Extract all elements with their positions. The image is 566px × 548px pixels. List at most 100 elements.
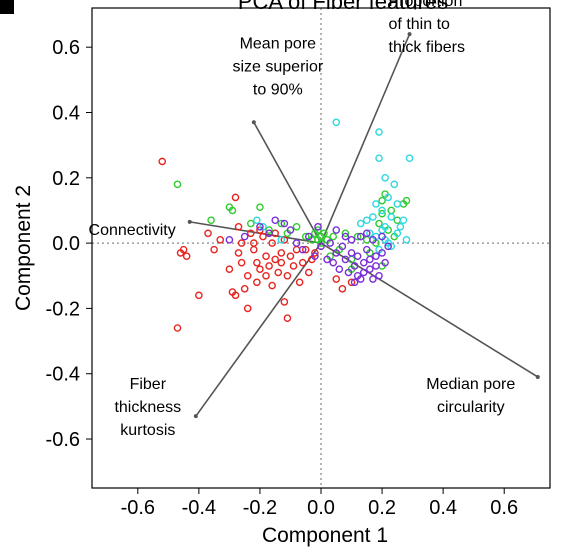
data-point [240,232,249,241]
x-tick-label: 0.6 [490,497,518,519]
data-point [405,154,414,163]
data-point [362,229,371,238]
data-point [323,255,331,264]
data-point [277,219,286,228]
data-point [271,255,280,264]
data-point [283,271,292,280]
data-point [304,232,313,241]
data-point [369,236,377,244]
data-point [292,239,301,247]
data-point [204,229,212,238]
loading-label: Median pore [426,376,515,393]
data-point [369,213,377,221]
data-point [250,239,258,247]
data-point [347,236,356,244]
x-tick-label: -0.4 [182,497,216,519]
data-point [378,249,386,257]
data-point [256,203,264,211]
data-point [341,255,350,264]
x-axis-title: Component 1 [262,524,388,547]
data-point [225,236,234,244]
y-tick-label: -0.4 [46,364,80,386]
data-point [259,232,267,241]
data-point [372,252,380,260]
data-point [286,252,295,260]
data-point [237,258,246,267]
data-point [240,285,249,293]
data-point [329,258,338,267]
data-point [182,252,191,260]
loading-label: Fiber [130,376,167,393]
loading-label: Mean pore [240,35,317,52]
data-point [356,275,365,283]
data-point [375,154,383,163]
data-point [356,219,365,228]
data-point [378,232,386,241]
data-point [277,258,286,267]
loading-label: size superior [232,58,323,75]
x-tick-label: -0.6 [121,497,155,519]
data-point [353,252,362,260]
data-point [317,239,325,247]
data-point [314,226,322,234]
loading-endpoint [187,219,192,224]
data-point [256,222,264,231]
data-point [274,268,283,277]
data-point [347,249,356,257]
y-tick-label: -0.6 [46,429,80,451]
data-point [243,304,252,313]
loading-vector [189,221,322,244]
chart-title: PCA of Fiber features [238,0,448,14]
loading-label: Connectivity [89,222,176,239]
data-point [280,298,289,306]
data-point [378,209,386,218]
data-point [158,157,167,166]
y-tick-label: 0.4 [52,102,80,124]
x-tick-label: -0.2 [243,497,277,519]
data-point [268,281,276,290]
data-point [356,232,365,241]
data-point [378,196,386,205]
data-point [353,232,362,241]
data-point [381,222,389,231]
data-point [262,271,270,280]
data-point [246,229,255,238]
data-point [304,268,313,277]
data-point [231,291,240,300]
data-point [381,173,389,182]
data-point [332,118,341,127]
data-point [326,239,334,247]
data-point [329,232,338,241]
data-point [289,262,298,270]
data-point [271,216,280,225]
data-point [292,245,301,254]
data-point [369,275,377,283]
data-point [231,193,240,202]
corner-mark [0,0,14,14]
data-point [372,200,380,208]
loading-vector [253,121,322,244]
data-point [250,245,258,254]
loading-endpoint [407,32,412,37]
data-point [259,222,267,231]
data-point [372,262,380,270]
data-point [262,252,270,260]
data-point [298,258,307,267]
data-point [332,249,341,257]
data-point [173,180,182,189]
data-point [317,242,325,251]
loading-vector [320,33,411,244]
data-point [384,193,392,202]
data-point [402,196,411,205]
data-point [253,216,261,225]
data-point [344,268,353,277]
data-point [402,236,411,244]
data-point [292,222,301,231]
loading-endpoint [251,120,256,125]
data-point [301,245,310,254]
data-point [347,278,356,287]
y-tick-label: -0.2 [46,298,80,320]
data-point [387,213,396,221]
data-point [362,245,371,254]
